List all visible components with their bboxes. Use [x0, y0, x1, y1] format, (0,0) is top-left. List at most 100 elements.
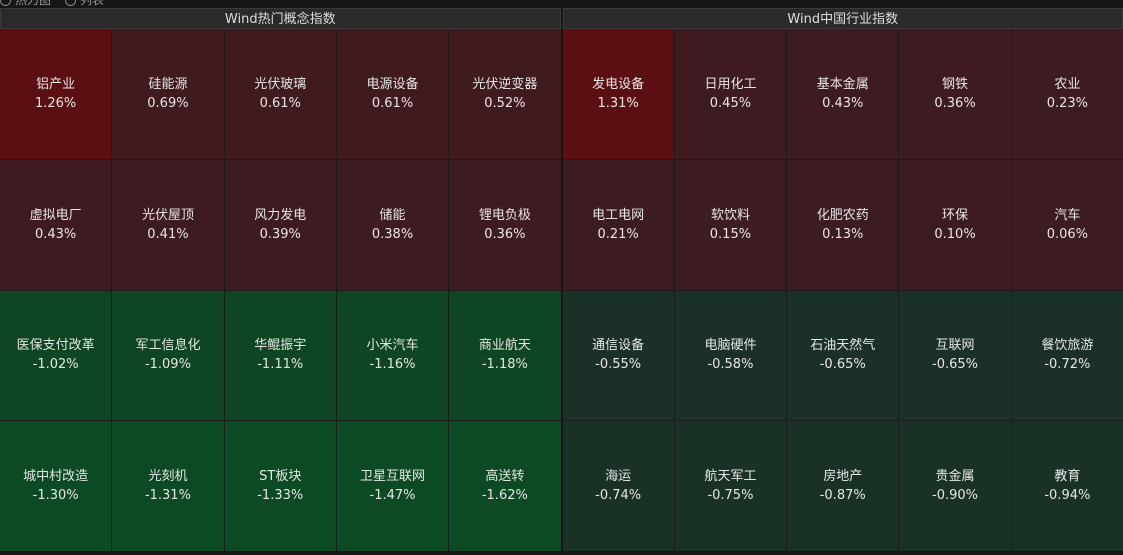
tile-change: -1.16% — [369, 357, 416, 373]
tile-change: -1.11% — [257, 357, 304, 373]
tile-change: -1.02% — [32, 357, 79, 373]
tile-change: -0.75% — [707, 488, 754, 504]
tile-change: 0.36% — [934, 95, 976, 111]
panel: Wind中国行业指数 发电设备 1.31% 日用化工 0.45% 基本金属 0.43% 钢铁 0… — [562, 8, 1123, 551]
tile-name: 锂电负极 — [478, 207, 531, 223]
tile-change: 0.61% — [371, 95, 414, 111]
tile[interactable]: 铝产业 1.26% — [0, 29, 112, 159]
tile-name: 软饮料 — [710, 207, 750, 223]
tile[interactable]: 电源设备 0.61% — [336, 29, 449, 159]
tile[interactable]: 卫星互联网 -1.47% — [336, 421, 449, 551]
tile-name: 商业航天 — [478, 338, 531, 354]
tile-change: -1.62% — [481, 488, 528, 504]
tile[interactable]: 房地产 -0.87% — [787, 421, 899, 551]
tile[interactable]: 农业 0.23% — [1011, 29, 1123, 159]
tile[interactable]: 基本金属 0.43% — [787, 29, 899, 159]
tile-name: 环保 — [942, 207, 969, 223]
tile[interactable]: 锂电负极 0.36% — [449, 159, 561, 290]
tile[interactable]: 小米汽车 -1.16% — [336, 290, 449, 421]
tile-name: 卫星互联网 — [360, 469, 426, 485]
tile-name: 光伏玻璃 — [254, 76, 307, 92]
tile-change: 0.43% — [34, 226, 77, 242]
tile-name: 硅能源 — [148, 76, 188, 92]
tile[interactable]: 虚拟电厂 0.43% — [0, 159, 112, 290]
tile-name: 光刻机 — [148, 469, 188, 485]
tile-name: 储能 — [379, 207, 406, 223]
tile-name: ST板块 — [259, 469, 302, 485]
tile-name: 华鲲振宇 — [254, 338, 307, 354]
tile-name: 汽车 — [1054, 207, 1081, 223]
tile[interactable]: 环保 0.10% — [899, 159, 1011, 290]
tile-name: 军工信息化 — [135, 338, 201, 354]
tile-change: 1.31% — [597, 95, 639, 111]
tile-change: -0.65% — [932, 357, 979, 373]
tile[interactable]: 石油天然气 -0.65% — [787, 290, 899, 421]
tile[interactable]: 风力发电 0.39% — [224, 159, 336, 290]
tile-name: 教育 — [1054, 469, 1081, 485]
tile[interactable]: 储能 0.38% — [336, 159, 449, 290]
tile[interactable]: 发电设备 1.31% — [562, 29, 674, 159]
tile-change: 0.43% — [822, 95, 864, 111]
tile[interactable]: 日用化工 0.45% — [674, 29, 787, 159]
tile[interactable]: 汽车 0.06% — [1011, 159, 1123, 290]
tile[interactable]: 教育 -0.94% — [1011, 421, 1123, 551]
tile-change: 0.38% — [371, 226, 414, 242]
tile-name: 海运 — [605, 469, 632, 485]
tile[interactable]: 光刻机 -1.31% — [112, 421, 224, 551]
tile[interactable]: 化肥农药 0.13% — [787, 159, 899, 290]
tile-change: 0.23% — [1046, 95, 1088, 111]
tile-change: -0.94% — [1044, 488, 1091, 504]
view-tab[interactable]: 热力图 — [0, 0, 51, 7]
tile[interactable]: 商业航天 -1.18% — [449, 290, 561, 421]
tile[interactable]: 软饮料 0.15% — [674, 159, 787, 290]
tile-change: 0.45% — [709, 95, 752, 111]
tile[interactable]: 通信设备 -0.55% — [562, 290, 674, 421]
tile[interactable]: 光伏玻璃 0.61% — [224, 29, 336, 159]
tile-name: 基本金属 — [816, 76, 869, 92]
heatmap: Wind热门概念指数 铝产业 1.26% 硅能源 0.69% 光伏玻璃 0.61% 电源设备 0… — [0, 8, 1123, 551]
tile-change: 1.26% — [34, 95, 77, 111]
tile-name: 医保支付改革 — [16, 338, 95, 354]
tile[interactable]: 互联网 -0.65% — [899, 290, 1011, 421]
tile-change: 0.21% — [597, 226, 639, 242]
tile-name: 小米汽车 — [366, 338, 419, 354]
tile-change: -1.31% — [144, 488, 191, 504]
tile[interactable]: 华鲲振宇 -1.11% — [224, 290, 336, 421]
tile-name: 日用化工 — [704, 76, 757, 92]
tile-name: 通信设备 — [592, 338, 645, 354]
tile-change: 0.41% — [147, 226, 189, 242]
tile[interactable]: 城中村改造 -1.30% — [0, 421, 112, 551]
tile-name: 发电设备 — [592, 76, 645, 92]
tile-change: -0.58% — [707, 357, 754, 373]
tile[interactable]: 海运 -0.74% — [562, 421, 674, 551]
tile-change: 0.13% — [822, 226, 864, 242]
tile-name: 农业 — [1054, 76, 1081, 92]
view-tab[interactable]: 列表 — [65, 0, 104, 7]
tile-name: 房地产 — [823, 469, 863, 485]
tile[interactable]: 光伏屋顶 0.41% — [112, 159, 224, 290]
tile[interactable]: 贵金属 -0.90% — [899, 421, 1011, 551]
tile-name: 城中村改造 — [23, 469, 89, 485]
tile-change: -0.72% — [1044, 357, 1091, 373]
tile-name: 化肥农药 — [816, 207, 869, 223]
tile[interactable]: 军工信息化 -1.09% — [112, 290, 224, 421]
tile-name: 贵金属 — [935, 469, 975, 485]
tile[interactable]: ST板块 -1.33% — [224, 421, 336, 551]
tile-change: -0.65% — [819, 357, 866, 373]
tile-change: 0.06% — [1046, 226, 1088, 242]
tile-grid: 铝产业 1.26% 硅能源 0.69% 光伏玻璃 0.61% 电源设备 0.61% 光伏逆变器 0… — [0, 29, 561, 551]
tile[interactable]: 医保支付改革 -1.02% — [0, 290, 112, 421]
tile[interactable]: 高送转 -1.62% — [449, 421, 561, 551]
tile[interactable]: 钢铁 0.36% — [899, 29, 1011, 159]
tile[interactable]: 航天军工 -0.75% — [674, 421, 787, 551]
tile-name: 高送转 — [485, 469, 525, 485]
tile[interactable]: 硅能源 0.69% — [112, 29, 224, 159]
tile-change: -1.33% — [257, 488, 304, 504]
tile[interactable]: 电脑硬件 -0.58% — [674, 290, 787, 421]
tile[interactable]: 电工电网 0.21% — [562, 159, 674, 290]
tile[interactable]: 餐饮旅游 -0.72% — [1011, 290, 1123, 421]
tile[interactable]: 光伏逆变器 0.52% — [449, 29, 561, 159]
tile-change: -1.30% — [32, 488, 79, 504]
tile-name: 钢铁 — [942, 76, 969, 92]
